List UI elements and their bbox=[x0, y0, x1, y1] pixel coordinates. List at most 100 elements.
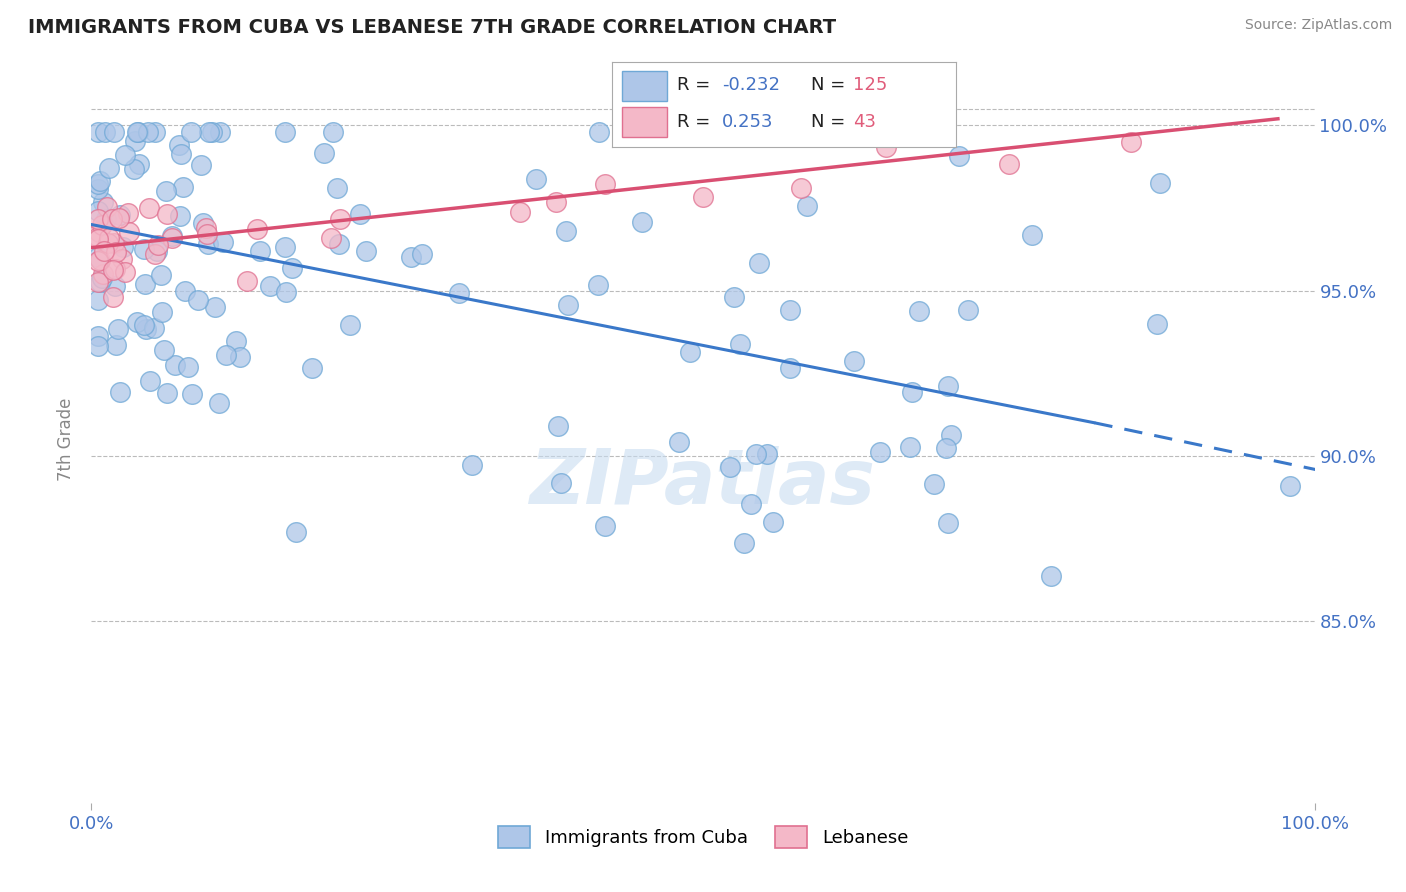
Point bbox=[108, 211, 131, 225]
Bar bbox=[621, 107, 666, 137]
Point bbox=[1279, 478, 1302, 492]
Point bbox=[160, 229, 183, 244]
Point bbox=[326, 181, 349, 195]
Point bbox=[180, 125, 202, 139]
Point bbox=[155, 184, 177, 198]
Point bbox=[134, 277, 156, 291]
Point bbox=[692, 190, 714, 204]
Point bbox=[301, 360, 323, 375]
Point bbox=[89, 174, 111, 188]
Point bbox=[174, 284, 197, 298]
Text: ZIPatlas: ZIPatlas bbox=[530, 446, 876, 520]
Text: 0.253: 0.253 bbox=[721, 112, 773, 131]
Point bbox=[101, 263, 124, 277]
Point bbox=[91, 194, 114, 209]
Point bbox=[124, 134, 146, 148]
Point bbox=[586, 278, 609, 293]
Point bbox=[339, 318, 361, 332]
Point bbox=[143, 125, 166, 139]
Point bbox=[329, 212, 352, 227]
Point bbox=[143, 247, 166, 261]
Point bbox=[755, 447, 778, 461]
Point bbox=[86, 250, 108, 264]
Point bbox=[546, 194, 568, 209]
Point bbox=[93, 244, 115, 258]
Point bbox=[114, 148, 136, 162]
Point bbox=[96, 201, 118, 215]
Y-axis label: 7th Grade: 7th Grade bbox=[58, 398, 76, 481]
Point bbox=[165, 358, 187, 372]
Point bbox=[150, 305, 173, 319]
Point bbox=[97, 235, 120, 250]
Point bbox=[86, 182, 108, 196]
Point bbox=[101, 290, 124, 304]
Point bbox=[89, 275, 111, 289]
Point bbox=[728, 336, 751, 351]
Point bbox=[936, 378, 959, 392]
Point bbox=[170, 147, 193, 161]
Point bbox=[111, 239, 134, 253]
Point bbox=[312, 146, 335, 161]
Point bbox=[328, 237, 350, 252]
Point bbox=[1149, 177, 1171, 191]
Point bbox=[94, 125, 117, 139]
Point bbox=[209, 125, 232, 139]
Point bbox=[285, 525, 308, 540]
Point bbox=[89, 225, 111, 239]
Point bbox=[167, 137, 190, 152]
Point bbox=[136, 125, 159, 139]
Point bbox=[125, 125, 148, 139]
Point bbox=[153, 343, 176, 358]
Text: R =: R = bbox=[678, 112, 716, 131]
Point bbox=[274, 125, 297, 139]
Point bbox=[349, 207, 371, 221]
Point bbox=[172, 180, 194, 194]
Point bbox=[111, 252, 134, 266]
Point bbox=[898, 440, 921, 454]
Point bbox=[399, 251, 422, 265]
Text: IMMIGRANTS FROM CUBA VS LEBANESE 7TH GRADE CORRELATION CHART: IMMIGRANTS FROM CUBA VS LEBANESE 7TH GRA… bbox=[28, 18, 837, 37]
Point bbox=[104, 338, 127, 352]
Point bbox=[108, 208, 131, 222]
Point bbox=[779, 361, 801, 376]
Point bbox=[187, 293, 209, 308]
Point bbox=[146, 244, 169, 258]
Point bbox=[748, 256, 770, 270]
Point bbox=[190, 158, 212, 172]
Point bbox=[87, 232, 110, 246]
Point bbox=[411, 247, 433, 261]
Point bbox=[201, 125, 224, 139]
Point bbox=[679, 345, 702, 359]
Point bbox=[97, 161, 120, 176]
Point bbox=[108, 384, 131, 399]
Text: 43: 43 bbox=[852, 112, 876, 131]
Bar bbox=[621, 71, 666, 101]
Point bbox=[86, 212, 108, 227]
Point bbox=[86, 203, 108, 218]
Point bbox=[86, 275, 108, 289]
Point bbox=[524, 171, 547, 186]
Point bbox=[900, 385, 922, 400]
Point bbox=[224, 334, 246, 348]
Point bbox=[762, 515, 785, 529]
Point bbox=[91, 270, 114, 285]
Text: N =: N = bbox=[811, 112, 852, 131]
Point bbox=[124, 162, 146, 177]
Point bbox=[554, 224, 576, 238]
Point bbox=[181, 387, 204, 401]
Point bbox=[195, 220, 218, 235]
Point bbox=[796, 199, 818, 213]
Point bbox=[86, 125, 108, 139]
Point bbox=[114, 264, 136, 278]
Point bbox=[595, 519, 617, 533]
Point bbox=[135, 322, 157, 336]
Text: Source: ZipAtlas.com: Source: ZipAtlas.com bbox=[1244, 18, 1392, 32]
Point bbox=[449, 285, 471, 300]
Point bbox=[89, 253, 111, 268]
Point bbox=[160, 231, 183, 245]
Point bbox=[936, 516, 959, 530]
Point bbox=[740, 497, 762, 511]
Point bbox=[1021, 227, 1043, 242]
Point bbox=[733, 535, 755, 549]
Point bbox=[104, 245, 127, 260]
